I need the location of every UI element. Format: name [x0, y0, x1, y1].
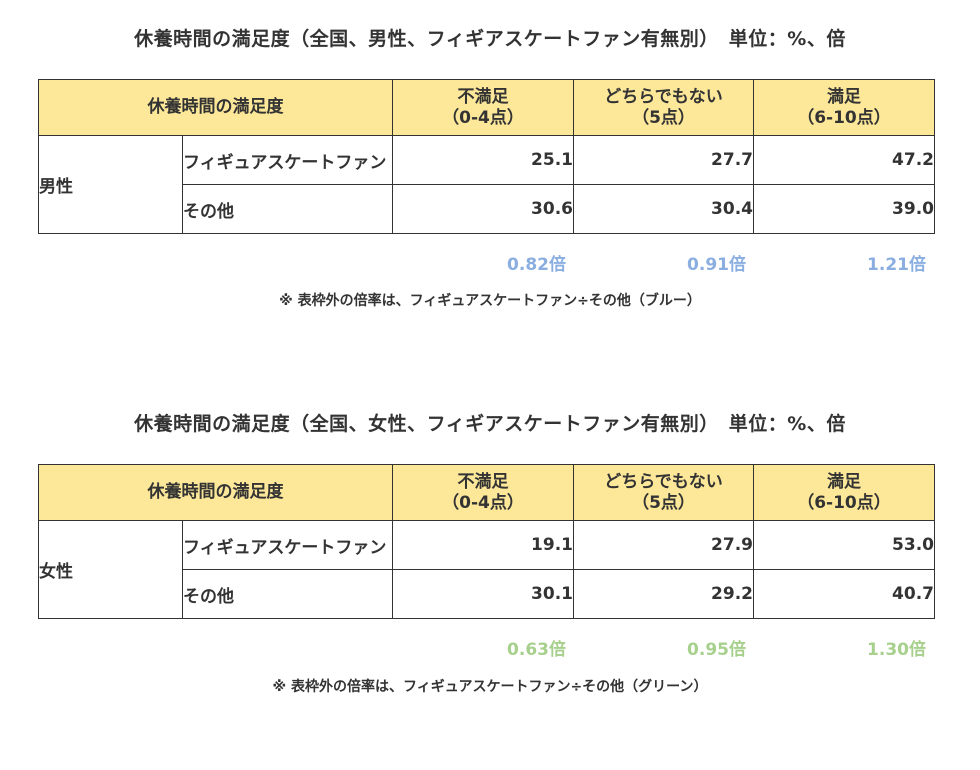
- cell-value: 27.7: [573, 135, 754, 185]
- table-1-note: ※ 表枠外の倍率は、フィギュアスケートファン÷その他（ブルー）: [279, 293, 701, 309]
- cell-value: 19.1: [392, 520, 574, 570]
- table-1-title: 休養時間の満足度（全国、男性、フィギアスケートファン有無別） 単位：%、倍: [134, 28, 846, 50]
- group-label: 男性: [38, 135, 183, 234]
- row-label: フィギュアスケートファン: [182, 520, 393, 570]
- header-corner: 休養時間の満足度: [38, 79, 393, 136]
- cell-value: 30.4: [573, 184, 754, 234]
- ratio-value: 1.30倍: [867, 640, 926, 660]
- table-2-note: ※ 表枠外の倍率は、フィギュアスケートファン÷その他（グリーン）: [272, 679, 708, 695]
- header-neutral: どちらでもない （5点）: [573, 464, 754, 521]
- cell-value: 39.0: [753, 184, 935, 234]
- table-1-header-row: 休養時間の満足度 不満足 （0-4点） どちらでもない （5点） 満足 （6-1…: [38, 79, 935, 136]
- header-dissatisfied: 不満足 （0-4点）: [392, 464, 574, 521]
- header-satisfied: 満足 （6-10点）: [753, 79, 935, 136]
- ratio-value: 0.63倍: [507, 640, 566, 660]
- table-row: その他 30.6 30.4 39.0: [39, 184, 935, 234]
- table-row: 男性 フィギュアスケートファン 25.1 27.7 47.2: [38, 135, 935, 234]
- header-dissatisfied: 不満足 （0-4点）: [392, 79, 574, 136]
- table-2-ratios: 0.63倍 0.95倍 1.30倍: [0, 635, 980, 660]
- header-neutral: どちらでもない （5点）: [573, 79, 754, 136]
- row-label: その他: [182, 184, 393, 234]
- cell-value: 53.0: [753, 520, 935, 570]
- header-corner: 休養時間の満足度: [38, 464, 393, 521]
- ratio-value: 0.82倍: [507, 255, 566, 275]
- table-2-title: 休養時間の満足度（全国、女性、フィギアスケートファン有無別） 単位：%、倍: [134, 413, 846, 435]
- row-label: その他: [182, 569, 393, 619]
- ratio-value: 0.95倍: [687, 640, 746, 660]
- cell-value: 27.9: [573, 520, 754, 570]
- table-1-ratios: 0.82倍 0.91倍 1.21倍: [0, 250, 980, 275]
- table-2-header-row: 休養時間の満足度 不満足 （0-4点） どちらでもない （5点） 満足 （6-1…: [38, 464, 935, 521]
- cell-value: 29.2: [573, 569, 754, 619]
- header-satisfied: 満足 （6-10点）: [753, 464, 935, 521]
- table-1: 休養時間の満足度 不満足 （0-4点） どちらでもない （5点） 満足 （6-1…: [38, 79, 935, 234]
- group-label: 女性: [38, 520, 183, 619]
- cell-value: 40.7: [753, 569, 935, 619]
- ratio-value: 1.21倍: [867, 255, 926, 275]
- table-2: 休養時間の満足度 不満足 （0-4点） どちらでもない （5点） 満足 （6-1…: [38, 464, 935, 619]
- ratio-value: 0.91倍: [687, 255, 746, 275]
- cell-value: 47.2: [753, 135, 935, 185]
- cell-value: 25.1: [392, 135, 574, 185]
- table-row: 女性 フィギュアスケートファン 19.1 27.9 53.0: [38, 520, 935, 619]
- row-label: フィギュアスケートファン: [182, 135, 393, 185]
- cell-value: 30.1: [392, 569, 574, 619]
- cell-value: 30.6: [392, 184, 574, 234]
- table-row: その他 30.1 29.2 40.7: [39, 569, 935, 619]
